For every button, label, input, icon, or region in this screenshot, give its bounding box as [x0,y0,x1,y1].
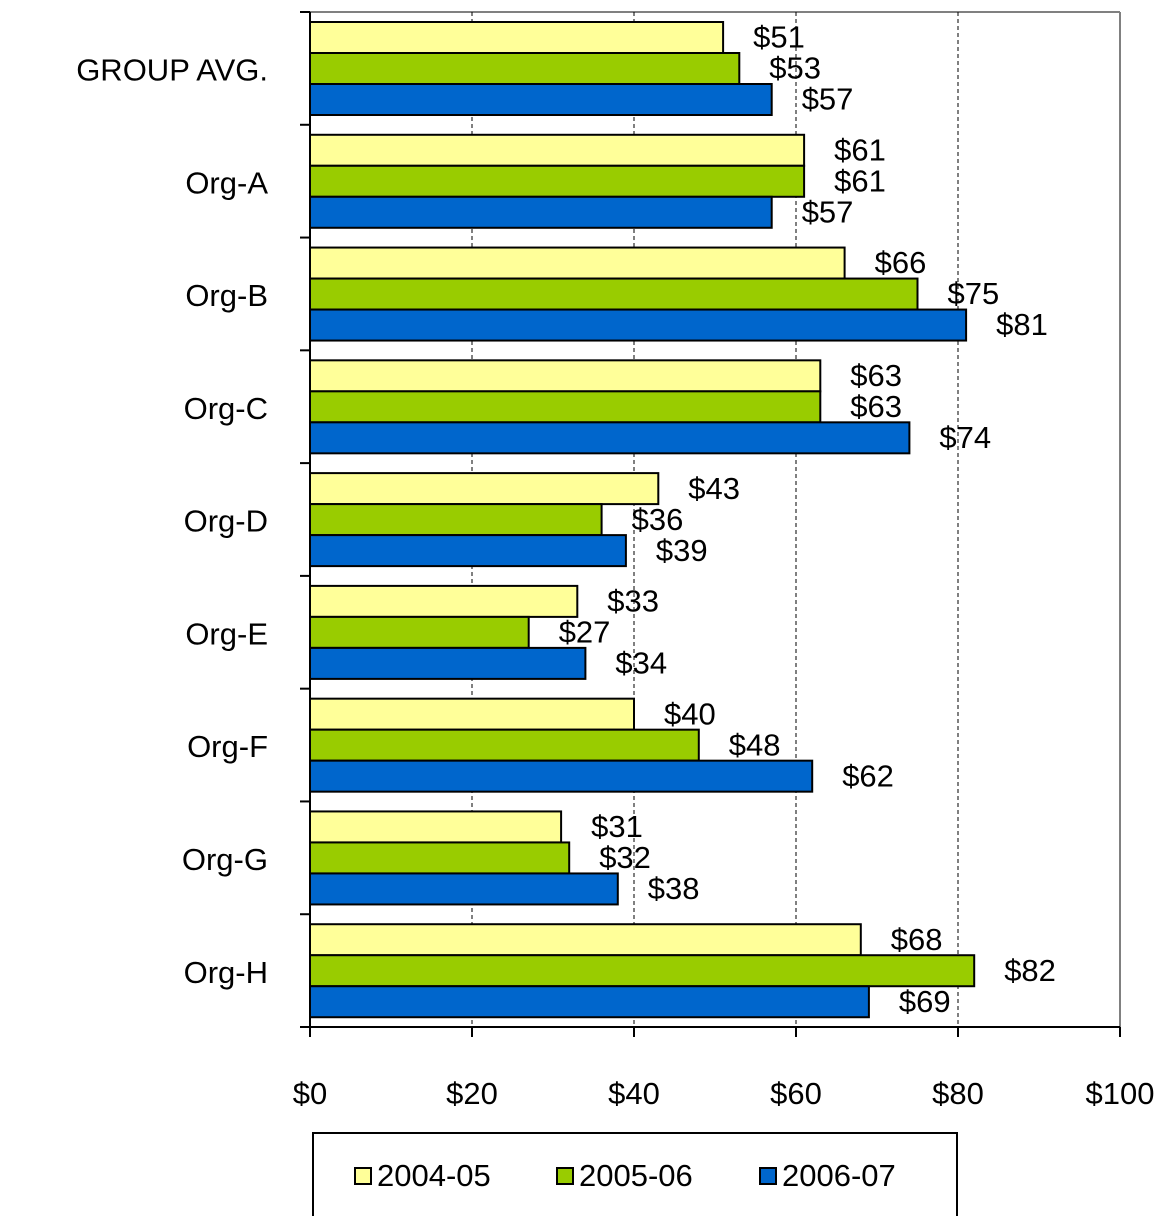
bar [309,584,579,618]
y-tick-label: Org-B [185,278,268,313]
bar [309,503,603,537]
data-label: $57 [802,82,854,117]
data-label: $61 [834,163,886,198]
y-tick-label: Org-E [185,616,268,651]
bar [309,759,814,793]
bar [309,308,968,342]
data-label: $68 [891,922,943,957]
legend-swatch [354,1167,372,1185]
bar [309,390,822,424]
bar [309,923,862,957]
data-label: $75 [948,276,1000,311]
data-label: $69 [899,984,951,1019]
bar [309,728,700,762]
bar [309,421,911,455]
bar [309,164,806,198]
data-label: $63 [850,358,902,393]
bar [309,810,563,844]
legend-label: 2006-07 [782,1158,896,1193]
data-label: $57 [802,194,854,229]
data-label: $36 [632,502,684,537]
y-tick-label: Org-H [184,955,268,990]
y-tick-label: Org-G [182,842,268,877]
data-label: $38 [648,871,700,906]
x-tick-label: $100 [1086,1076,1155,1111]
bar [309,646,587,680]
data-label: $81 [996,307,1048,342]
x-tick-label: $40 [608,1076,660,1111]
bar [309,697,635,731]
y-tick-label: GROUP AVG. [76,53,268,88]
bar [309,534,627,568]
data-label: $34 [615,646,667,681]
data-label: $31 [591,809,643,844]
legend-swatch [556,1167,574,1185]
data-label: $48 [729,727,781,762]
data-label: $43 [688,471,740,506]
x-tick-label: $20 [446,1076,498,1111]
data-label: $63 [850,389,902,424]
bar [309,52,741,85]
bar [309,359,822,393]
bar [309,21,725,54]
data-label: $82 [1004,953,1056,988]
legend-label: 2004-05 [377,1158,491,1193]
y-tick-label: Org-D [184,504,268,539]
legend-swatch [759,1167,777,1185]
legend-label: 2005-06 [579,1158,693,1193]
bar [309,841,571,875]
bar [309,985,870,1019]
y-tick-label: Org-F [187,729,268,764]
data-label: $32 [599,840,651,875]
bar [309,277,919,311]
data-label: $51 [753,20,805,55]
bar [309,246,846,280]
data-label: $27 [559,615,611,650]
data-label: $39 [656,533,708,568]
data-label: $61 [834,132,886,167]
y-tick-label: Org-A [185,165,268,200]
bar [309,615,530,649]
x-tick-label: $80 [932,1076,984,1111]
bar [309,872,619,906]
legend-box [312,1132,958,1216]
x-tick-label: $0 [293,1076,327,1111]
bar [309,954,976,988]
data-label: $33 [607,584,659,619]
data-label: $40 [664,696,716,731]
data-label: $66 [875,245,927,280]
bar [309,83,773,116]
bar [309,472,660,506]
bar [309,133,806,167]
y-tick-label: Org-C [184,391,268,426]
x-tick-label: $60 [770,1076,822,1111]
data-label: $62 [842,758,894,793]
bar [309,195,773,229]
data-label: $53 [769,51,821,86]
data-label: $74 [939,420,991,455]
